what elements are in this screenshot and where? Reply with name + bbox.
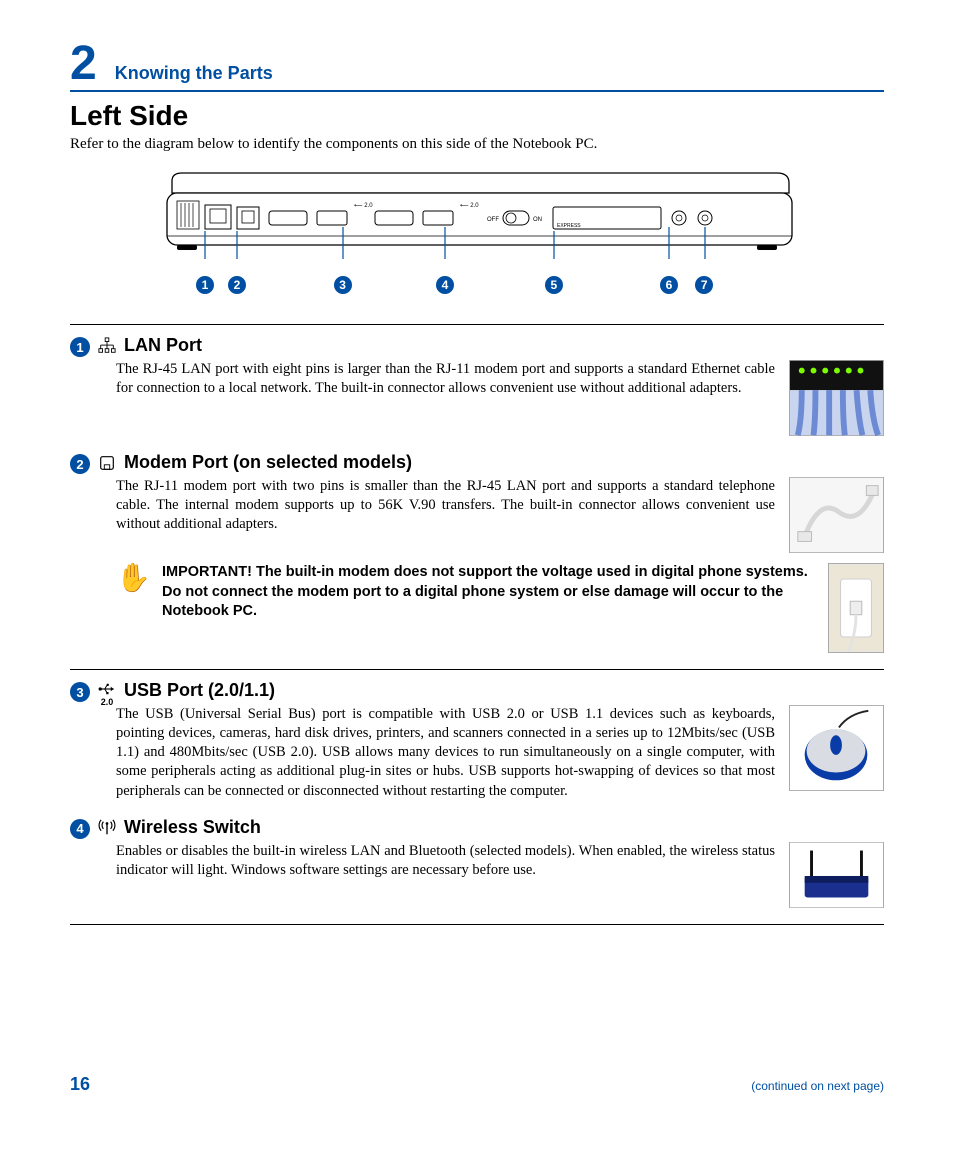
- item-title: USB Port (2.0/1.1): [124, 680, 884, 701]
- section-title: Left Side: [70, 100, 884, 132]
- chapter-number: 2: [70, 40, 97, 88]
- item-title: Modem Port (on selected models): [124, 452, 884, 473]
- svg-text:⟵ 2.0: ⟵ 2.0: [460, 203, 479, 209]
- svg-text:ON: ON: [533, 217, 542, 223]
- item-number: 4: [70, 819, 90, 839]
- usb-icon: 2.0: [96, 682, 118, 707]
- chapter-header: 2 Knowing the Parts: [70, 40, 884, 92]
- svg-text:⟵ 2.0: ⟵ 2.0: [354, 203, 373, 209]
- separator: [70, 324, 884, 325]
- wireless-router-photo: [789, 842, 884, 908]
- item-lan-port: 1 LAN Port The RJ-45 LAN port with eight…: [70, 335, 884, 436]
- diagram-callouts: 1 2 3 4 5 6 7: [157, 276, 797, 300]
- item-usb-port: 3 2.0 USB Port (2.0/1.1) The USB (Univer…: [70, 680, 884, 801]
- item-number: 2: [70, 454, 90, 474]
- modem-icon: [96, 454, 118, 476]
- callout-3: 3: [334, 276, 352, 294]
- chapter-title: Knowing the Parts: [115, 63, 273, 84]
- important-note: ✋ IMPORTANT! The built-in modem does not…: [116, 563, 884, 653]
- callout-1: 1: [196, 276, 214, 294]
- item-number: 1: [70, 337, 90, 357]
- callout-6: 6: [660, 276, 678, 294]
- item-text: The USB (Universal Serial Bus) port is c…: [116, 705, 775, 801]
- item-number: 3: [70, 682, 90, 702]
- callout-7: 7: [695, 276, 713, 294]
- item-title: LAN Port: [124, 335, 884, 356]
- phone-cable-photo: [789, 477, 884, 553]
- lan-icon: [96, 337, 118, 359]
- ethernet-switch-photo: [789, 360, 884, 436]
- item-wireless-switch: 4 Wireless Switch Enables or disables th…: [70, 817, 884, 908]
- separator: [70, 924, 884, 925]
- usb-version-label: 2.0: [96, 698, 118, 707]
- section-intro: Refer to the diagram below to identify t…: [70, 136, 884, 153]
- continued-label: (continued on next page): [751, 1079, 884, 1093]
- callout-2: 2: [228, 276, 246, 294]
- wall-jack-photo: [828, 563, 884, 653]
- page-number: 16: [70, 1074, 90, 1095]
- item-title: Wireless Switch: [124, 817, 884, 838]
- item-text: The RJ-11 modem port with two pins is sm…: [116, 477, 775, 534]
- important-text: IMPORTANT! The built-in modem does not s…: [162, 563, 816, 622]
- laptop-side-diagram: ⟵ 2.0 ⟵ 2.0 OFF ON EXPRESS: [70, 171, 884, 300]
- laptop-left-side-svg: ⟵ 2.0 ⟵ 2.0 OFF ON EXPRESS: [157, 171, 797, 271]
- wireless-icon: [96, 819, 118, 841]
- hand-stop-icon: ✋: [116, 563, 150, 593]
- item-text: The RJ-45 LAN port with eight pins is la…: [116, 360, 775, 398]
- svg-text:EXPRESS: EXPRESS: [557, 223, 581, 229]
- callout-4: 4: [436, 276, 454, 294]
- callout-5: 5: [545, 276, 563, 294]
- item-modem-port: 2 Modem Port (on selected models) The RJ…: [70, 452, 884, 653]
- page-footer: 16 (continued on next page): [70, 1074, 884, 1095]
- usb-mouse-photo: [789, 705, 884, 791]
- separator: [70, 669, 884, 670]
- item-text: Enables or disables the built-in wireles…: [116, 842, 775, 880]
- svg-text:OFF: OFF: [487, 217, 499, 223]
